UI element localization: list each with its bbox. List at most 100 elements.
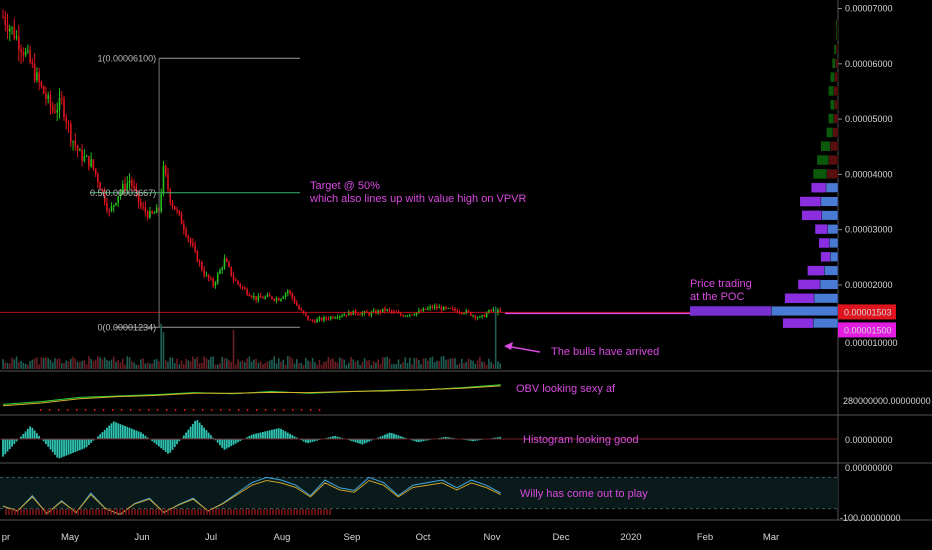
histogram-bar — [252, 434, 255, 439]
candle-body — [379, 310, 382, 313]
volume-bar — [201, 362, 203, 369]
volume-bar — [384, 357, 386, 369]
volume-bar — [447, 359, 450, 369]
candle-body — [318, 317, 321, 320]
willy-oversold-mark — [101, 509, 103, 515]
willy-oversold-mark — [323, 509, 325, 515]
candle-body — [490, 310, 492, 312]
candle-body — [108, 210, 111, 212]
candle-body — [343, 314, 346, 316]
volume-bar — [56, 359, 59, 369]
candle-body — [420, 310, 422, 312]
vpvr-bar-down — [820, 196, 839, 207]
histogram-bar — [121, 425, 124, 439]
willy-oversold-mark — [230, 509, 232, 515]
volume-bar — [2, 359, 4, 369]
candle-body — [42, 86, 45, 94]
vpvr-bar-up — [832, 58, 836, 69]
volume-bar — [420, 364, 422, 369]
candle-body — [131, 180, 133, 187]
x-tick-label: Aug — [274, 532, 291, 543]
willy-oversold-mark — [23, 509, 25, 515]
volume-bar — [345, 364, 348, 369]
willy-oversold-mark — [77, 509, 79, 515]
candle-body — [259, 296, 262, 298]
candle-body — [309, 319, 312, 321]
willy-oversold-mark — [47, 509, 49, 515]
histogram-bar — [361, 439, 364, 445]
volume-bar — [72, 356, 74, 369]
volume-bar — [479, 356, 481, 369]
histogram-bar — [63, 439, 65, 457]
vpvr-bar-up — [817, 155, 829, 165]
volume-panel — [2, 306, 501, 369]
histogram-bar — [266, 430, 269, 439]
obv-axis-label: 280000000.00000000 — [843, 396, 931, 406]
fib-label-05: 0.5(0.00003667) — [90, 188, 156, 198]
histogram-bar — [146, 437, 149, 439]
histogram-bar — [386, 433, 389, 439]
willy-oversold-mark — [164, 509, 166, 515]
volume-bar — [282, 359, 285, 369]
histogram-bar — [214, 439, 217, 441]
candle-body — [329, 316, 332, 319]
candle-body — [284, 293, 287, 297]
candle-body — [253, 296, 255, 298]
candle-body — [232, 275, 235, 280]
histogram-bar — [411, 439, 413, 441]
volume-bar — [268, 360, 271, 369]
y-tick-label: 0.00003000 — [845, 225, 893, 235]
candle-body — [390, 310, 393, 312]
volume-bar — [476, 360, 479, 369]
candle-body — [180, 213, 183, 225]
histogram-bar — [54, 439, 56, 455]
x-tick-label: Mar — [763, 532, 779, 543]
willy-oversold-mark — [278, 509, 280, 515]
y-tick-label: 0.00004000 — [845, 169, 893, 179]
vpvr-bar-down — [834, 99, 839, 110]
volume-bar — [440, 356, 443, 369]
willy-oversold-mark — [215, 509, 217, 515]
candle-body — [488, 310, 490, 314]
candle-body — [90, 159, 92, 167]
volume-bar — [456, 364, 459, 369]
volume-bar — [445, 359, 447, 369]
candle-body — [142, 206, 144, 208]
vpvr-bar-up — [830, 100, 835, 110]
annotation-arrow-head — [504, 342, 513, 350]
willy-oversold-mark — [83, 509, 85, 515]
candle-body — [137, 191, 140, 203]
obv-signal-line — [2, 385, 501, 407]
histogram-bar — [359, 439, 361, 444]
volume-bar — [60, 363, 63, 369]
willy-oversold-mark — [245, 509, 247, 515]
candle-body — [422, 308, 425, 312]
histogram-bar — [130, 428, 133, 439]
candle-body — [219, 269, 221, 275]
willy-oversold-mark — [143, 509, 145, 515]
x-tick-label: 2020 — [620, 532, 641, 543]
candle-body — [467, 310, 470, 313]
volume-bar — [483, 362, 486, 369]
volume-bar — [311, 357, 314, 369]
willy-oversold-mark — [221, 509, 223, 515]
histogram-bar — [368, 439, 371, 442]
volume-bar — [289, 356, 291, 369]
volume-bar — [490, 361, 492, 369]
vpvr-bar-down — [771, 306, 839, 316]
candle-body — [266, 294, 269, 297]
candle-body — [327, 318, 330, 320]
obv-tick-mark — [211, 409, 213, 411]
candle-body — [424, 308, 427, 310]
willy-oversold-mark — [65, 509, 67, 515]
willy-oversold-mark — [146, 509, 148, 515]
candle-body — [325, 317, 327, 319]
candle-body — [298, 305, 300, 310]
histogram-bar — [327, 437, 330, 439]
volume-bar — [180, 360, 183, 369]
volume-bar — [131, 361, 133, 369]
vpvr-bar-up — [820, 252, 831, 262]
histogram-axis-label: 0.00000000 — [845, 435, 893, 445]
obv-tick-mark — [139, 409, 141, 411]
histogram-bar — [110, 423, 113, 439]
